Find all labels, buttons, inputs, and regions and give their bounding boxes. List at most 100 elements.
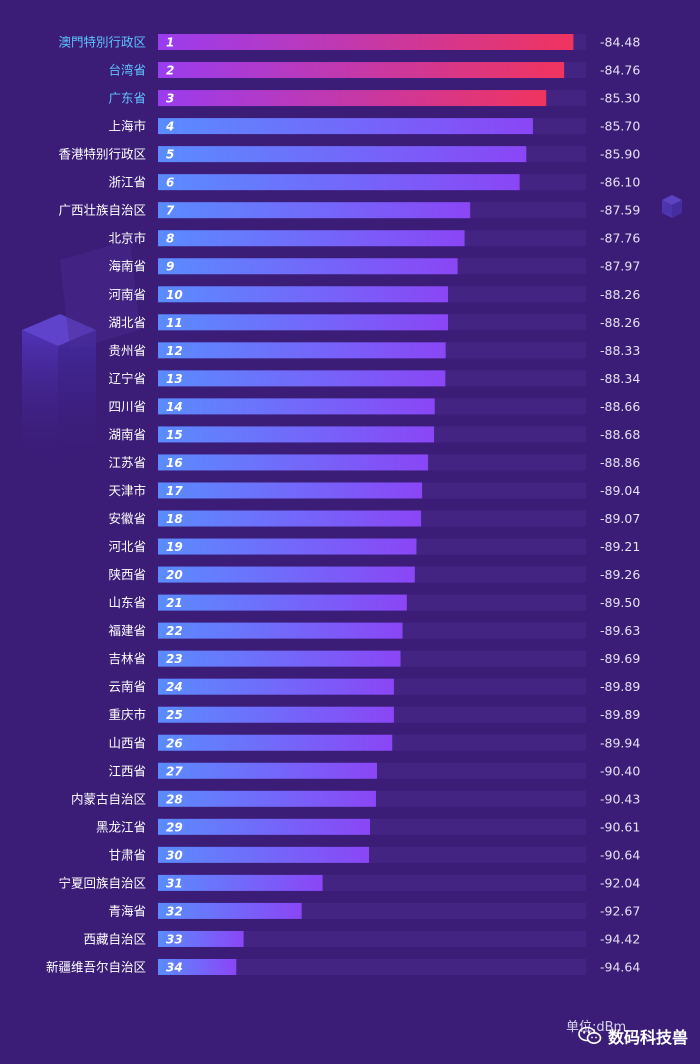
table-row: 福建省 22 -89.63 <box>108 622 640 639</box>
bar <box>158 202 471 219</box>
value-label: -89.07 <box>600 511 640 526</box>
rank-label: 14 <box>166 400 183 414</box>
value-label: -90.64 <box>600 847 640 862</box>
value-label: -84.48 <box>600 35 640 50</box>
category-label: 海南省 <box>108 259 146 274</box>
table-row: 河北省 19 -89.21 <box>108 538 640 555</box>
value-label: -94.64 <box>600 959 640 974</box>
value-label: -89.04 <box>600 483 640 498</box>
table-row: 江苏省 16 -88.86 <box>108 454 640 471</box>
rank-label: 32 <box>166 904 183 918</box>
rank-label: 11 <box>166 316 183 330</box>
category-label: 山东省 <box>108 595 146 610</box>
table-row: 新疆维吾尔自治区 34 -94.64 <box>46 958 640 975</box>
bar <box>158 594 407 611</box>
bar <box>158 846 370 863</box>
table-row: 河南省 10 -88.26 <box>108 286 640 303</box>
table-row: 西藏自治区 33 -94.42 <box>83 930 640 947</box>
table-row: 云南省 24 -89.89 <box>108 678 640 695</box>
category-label: 四川省 <box>108 399 146 414</box>
value-label: -85.30 <box>600 91 640 106</box>
table-row: 湖北省 11 -88.26 <box>108 314 640 331</box>
table-row: 浙江省 6 -86.10 <box>108 174 640 191</box>
rank-label: 13 <box>166 372 183 386</box>
value-label: -89.63 <box>600 623 640 638</box>
table-row: 天津市 17 -89.04 <box>108 482 640 499</box>
bar <box>158 342 446 359</box>
table-row: 海南省 9 -87.97 <box>108 258 640 275</box>
category-label: 广东省 <box>108 91 146 106</box>
category-label: 甘肃省 <box>108 847 146 862</box>
bar <box>158 118 533 135</box>
cube-decoration-small <box>662 195 682 218</box>
bar <box>158 706 394 723</box>
category-label: 广西壮族自治区 <box>58 203 146 218</box>
cube-decoration-left <box>22 314 96 470</box>
table-row: 重庆市 25 -89.89 <box>108 706 640 723</box>
category-label: 宁夏回族自治区 <box>58 875 146 890</box>
table-row: 辽宁省 13 -88.34 <box>108 370 640 387</box>
category-label: 青海省 <box>108 903 146 918</box>
value-label: -88.33 <box>600 343 640 358</box>
rank-label: 33 <box>166 932 183 946</box>
category-label: 浙江省 <box>108 175 146 190</box>
category-label: 河北省 <box>108 539 146 554</box>
category-label: 西藏自治区 <box>83 931 146 946</box>
category-label: 台湾省 <box>108 63 146 78</box>
table-row: 四川省 14 -88.66 <box>108 398 640 415</box>
category-label: 辽宁省 <box>108 371 146 386</box>
table-row: 黑龙江省 29 -90.61 <box>96 818 640 835</box>
rank-label: 34 <box>166 960 183 974</box>
unit-label: 单位:dBm <box>566 1020 627 1035</box>
table-row: 贵州省 12 -88.33 <box>108 342 640 359</box>
bar <box>158 146 527 163</box>
category-label: 内蒙古自治区 <box>71 791 146 806</box>
table-row: 广东省 3 -85.30 <box>108 90 640 107</box>
category-label: 上海市 <box>108 119 146 134</box>
value-label: -87.97 <box>600 259 640 274</box>
value-label: -87.76 <box>600 231 640 246</box>
rank-label: 16 <box>166 456 183 470</box>
table-row: 江西省 27 -90.40 <box>108 762 640 779</box>
bar <box>158 538 417 555</box>
rank-label: 10 <box>166 288 183 302</box>
bar <box>158 790 376 807</box>
bar <box>158 370 446 387</box>
rank-label: 27 <box>166 764 183 778</box>
table-row: 陕西省 20 -89.26 <box>108 566 640 583</box>
watermark: 数码科技兽 <box>578 1024 688 1048</box>
category-label: 香港特别行政区 <box>58 147 146 162</box>
category-label: 安徽省 <box>108 511 146 526</box>
rank-label: 3 <box>166 92 174 106</box>
table-row: 宁夏回族自治区 31 -92.04 <box>58 874 640 891</box>
rank-label: 24 <box>166 680 183 694</box>
table-row: 北京市 8 -87.76 <box>108 230 640 247</box>
category-label: 陕西省 <box>108 567 146 582</box>
value-label: -90.43 <box>600 791 640 806</box>
value-label: -89.89 <box>600 707 640 722</box>
table-row: 湖南省 15 -88.68 <box>108 426 640 443</box>
rank-label: 23 <box>166 652 183 666</box>
bar <box>158 258 458 275</box>
value-label: -90.40 <box>600 763 640 778</box>
category-label: 山西省 <box>108 735 146 750</box>
value-label: -88.26 <box>600 315 640 330</box>
category-label: 江西省 <box>108 763 146 778</box>
bar <box>158 286 448 303</box>
bar <box>158 902 302 919</box>
value-label: -89.26 <box>600 567 640 582</box>
value-label: -89.89 <box>600 679 640 694</box>
table-row: 台湾省 2 -84.76 <box>108 62 640 79</box>
bar <box>158 230 465 247</box>
value-label: -86.10 <box>600 175 640 190</box>
bar <box>158 734 393 751</box>
value-label: -89.50 <box>600 595 640 610</box>
bar <box>158 174 520 191</box>
rank-label: 9 <box>166 260 174 274</box>
category-label: 天津市 <box>108 483 146 498</box>
table-row: 山西省 26 -89.94 <box>108 734 640 751</box>
value-label: -88.86 <box>600 455 640 470</box>
rank-label: 1 <box>166 36 174 50</box>
bar <box>158 454 429 471</box>
